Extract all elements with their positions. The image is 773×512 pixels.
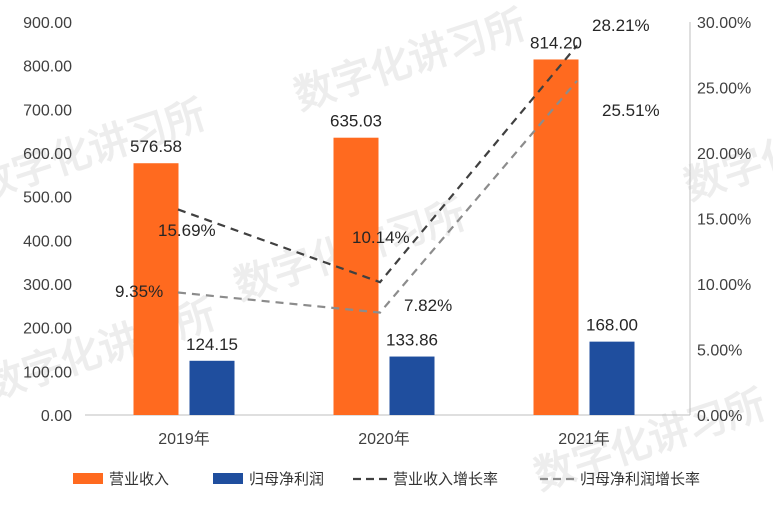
y-right-tick-label: 25.00%	[697, 81, 751, 98]
y-right-tick-label: 10.00%	[697, 277, 751, 294]
lines	[177, 44, 578, 314]
axes: 0.00 100.00 200.00 300.00 400.00 500.00 600.00…	[23, 15, 751, 448]
series-line	[177, 44, 578, 284]
y-left-tick-label: 800.00	[23, 59, 72, 76]
legend-swatch	[213, 473, 243, 484]
y-left-tick-label: 400.00	[23, 233, 72, 250]
line-data-label: 15.69%	[158, 221, 216, 240]
y-right-tick-label: 5.00%	[697, 343, 742, 360]
bar-data-label: 635.03	[330, 112, 382, 131]
legend-label: 归母净利润	[249, 470, 324, 488]
y-left-tick-label: 700.00	[23, 102, 72, 119]
bar	[389, 356, 435, 415]
line-data-label: 25.51%	[602, 101, 660, 120]
y-left-tick-label: 200.00	[23, 321, 72, 338]
bar	[333, 137, 379, 416]
bars	[133, 59, 635, 416]
y-left-tick-label: 600.00	[23, 146, 72, 163]
y-left-tick-label: 900.00	[23, 15, 72, 32]
bar-data-label: 814.20	[530, 33, 582, 52]
bar	[189, 360, 235, 415]
legend-label: 营业收入增长率	[393, 470, 498, 488]
x-tick-label: 2020年	[358, 430, 410, 448]
data-labels: 576.58 635.03 814.20 124.15 133.86 168.00 15.6…	[115, 16, 660, 354]
line-data-label: 7.82%	[404, 296, 452, 315]
y-right-tick-label: 20.00%	[697, 146, 751, 163]
bar	[589, 341, 635, 415]
bar-data-label: 576.58	[130, 137, 182, 156]
watermark-layer: 数字化讲习所数字化讲习所数字化讲习所数字化讲习所数字化讲习所数字化讲习所	[0, 2, 773, 500]
y-left-tick-label: 100.00	[23, 364, 72, 381]
x-tick-label: 2021年	[558, 430, 610, 448]
legend-label: 归母净利润增长率	[580, 470, 700, 488]
watermark-text: 数字化讲习所	[289, 2, 531, 120]
x-tick-label: 2019年	[158, 430, 210, 448]
line-data-label: 10.14%	[352, 228, 410, 247]
series-line	[177, 80, 578, 314]
bar	[533, 59, 579, 415]
bar	[133, 163, 179, 415]
legend: 营业收入 归母净利润 营业收入增长率 归母净利润增长率	[73, 470, 700, 488]
bar-data-label: 124.15	[186, 335, 238, 354]
y-left-tick-label: 500.00	[23, 190, 72, 207]
bar-data-label: 168.00	[586, 316, 638, 335]
y-right-tick-label: 15.00%	[697, 212, 751, 229]
y-left-tick-label: 0.00	[41, 408, 72, 425]
line-data-label: 28.21%	[592, 16, 650, 35]
bar-data-label: 133.86	[386, 331, 438, 350]
y-right-tick-label: 30.00%	[697, 15, 751, 32]
legend-label: 营业收入	[109, 470, 169, 488]
y-right-tick-label: 0.00%	[697, 408, 742, 425]
line-data-label: 9.35%	[115, 282, 163, 301]
y-left-tick-label: 300.00	[23, 277, 72, 294]
legend-swatch	[73, 473, 103, 484]
